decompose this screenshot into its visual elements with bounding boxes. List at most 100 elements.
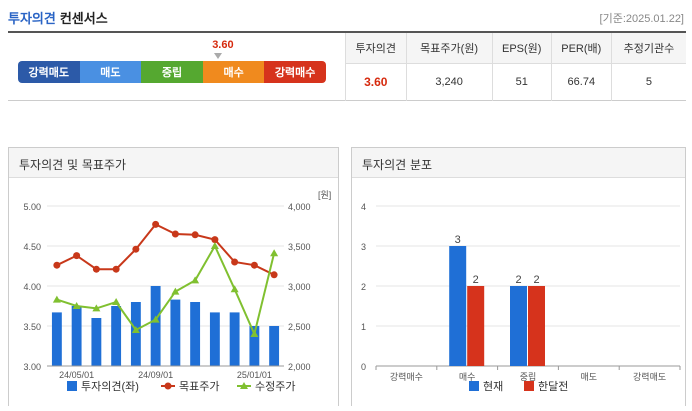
adjusted-price-point <box>52 295 61 303</box>
opinion-bar <box>170 299 181 366</box>
y-tick-label: 2 <box>361 282 366 292</box>
target-price-point <box>211 236 219 244</box>
current-bar <box>510 286 527 366</box>
y-tick-label: 0 <box>361 362 366 372</box>
opinion-bar <box>71 306 82 366</box>
adjusted-price-point <box>151 315 160 323</box>
opinion-header-4: 추정기관수 <box>610 33 686 64</box>
scale-item-0: 강력매도 <box>18 61 80 83</box>
right-axis-unit: [원] <box>318 190 331 200</box>
month-ago-bar <box>467 286 485 366</box>
header-divider <box>8 31 686 33</box>
target-price-point <box>53 261 61 269</box>
target-price-point <box>171 230 179 238</box>
y-tick-label: 4 <box>361 202 366 212</box>
target-price-point <box>152 220 160 228</box>
category-label: 강력매수 <box>390 371 423 382</box>
target-price-point <box>270 271 278 279</box>
scale-item-2: 중립 <box>141 61 203 83</box>
target-price-point <box>250 261 258 269</box>
chart-panel-opinion-target: 투자의견 및 목표주가 5.00 4,000 4.50 3,500 4.00 3,000 3… <box>8 147 339 406</box>
adjusted-price-point <box>210 242 219 249</box>
category-label: 매도 <box>581 372 598 382</box>
legend-label-adjusted: 수정주가 <box>255 380 295 393</box>
adjusted-price-point <box>230 285 239 293</box>
opinion-target-chart: 5.00 4,000 4.50 3,500 4.00 3,000 3.50 2,500 3.00… <box>23 190 331 393</box>
right-tick-label: 3,500 <box>288 242 311 252</box>
opinion-bar <box>91 318 102 366</box>
right-tick-label: 2,000 <box>288 362 311 372</box>
month-ago-bar <box>528 286 545 366</box>
target-price-point <box>112 265 120 273</box>
category-label: 강력매도 <box>633 371 666 382</box>
target-price-point <box>191 231 199 239</box>
bar-value-label: 2 <box>473 274 479 286</box>
category-label: 매수 <box>459 372 476 382</box>
opinion-bar <box>130 302 141 366</box>
title-main: 투자의견 <box>8 12 56 27</box>
opinion-bar <box>249 326 260 366</box>
opinion-scale: 강력매도 매도 중립 매수 강력매수 <box>18 61 326 83</box>
opinion-table: 투자의견 목표주가(원) EPS(원) PER(배) 추정기관수 3.60 3,240 51… <box>345 33 686 101</box>
target-price-line <box>56 223 275 276</box>
chart-panel-distribution: 투자의견 분포 4 3 2 1 0 강력매수 매수 3 2 중립 2 2 매도 강력매도 현재 한달전 <box>351 147 686 406</box>
adjusted-price-point <box>250 330 259 337</box>
adjusted-price-point <box>191 276 200 284</box>
left-tick-label: 3.00 <box>23 362 41 372</box>
legend-adjusted-marker <box>240 382 248 389</box>
legend-label-target: 목표주가 <box>179 380 219 393</box>
opinion-value-2: 51 <box>491 63 552 101</box>
scale-item-4: 강력매수 <box>264 61 326 83</box>
legend-label-opinion: 투자의견(좌) <box>81 380 139 393</box>
adjusted-price-point <box>72 302 81 309</box>
bar-value-label: 3 <box>455 234 461 246</box>
opinion-header-3: PER(배) <box>550 33 612 64</box>
opinion-marker-icon <box>214 53 223 59</box>
chart1-title: 투자의견 및 목표주가 <box>9 148 338 178</box>
right-tick-label: 2,500 <box>288 322 311 332</box>
target-price-point <box>231 258 239 266</box>
right-tick-label: 4,000 <box>288 202 311 212</box>
y-tick-label: 3 <box>361 242 366 252</box>
adjusted-price-point <box>92 304 101 312</box>
category-label: 중립 <box>520 372 537 382</box>
opinion-value-1: 3,240 <box>405 63 493 101</box>
legend-label-current: 현재 <box>483 380 503 393</box>
opinion-bar <box>150 286 161 366</box>
left-tick-label: 4.50 <box>23 242 41 252</box>
title-sub: 컨센서스 <box>59 12 108 27</box>
opinion-bar <box>209 312 220 366</box>
right-tick-label: 3,000 <box>288 282 311 292</box>
page-title: 투자의견 컨센서스 <box>8 8 108 27</box>
opinion-header-0: 투자의견 <box>345 33 407 64</box>
chart2-title: 투자의견 분포 <box>352 148 685 178</box>
left-tick-label: 4.00 <box>23 282 41 292</box>
scale-item-1: 매도 <box>79 61 142 83</box>
x-tick-label: 24/09/01 <box>138 370 173 380</box>
opinion-bar <box>269 326 280 366</box>
legend-target-marker <box>164 382 172 390</box>
adjusted-price-point <box>270 249 279 257</box>
legend-month-ago-swatch <box>524 381 534 391</box>
legend-label-month-ago: 한달전 <box>538 380 568 393</box>
reference-date: [기준:2025.01.22] <box>599 13 684 25</box>
x-tick-label: 24/05/01 <box>59 370 94 380</box>
opinion-value-4: 5 <box>610 63 686 101</box>
adjusted-price-point <box>112 298 121 305</box>
opinion-bar <box>111 306 122 366</box>
y-tick-label: 1 <box>361 322 366 332</box>
bar-value-label: 2 <box>515 274 521 286</box>
opinion-bar <box>51 312 62 366</box>
bar-value-label: 2 <box>533 274 539 286</box>
legend-current-swatch <box>469 381 479 391</box>
adjusted-price-point <box>131 326 140 333</box>
left-tick-label: 5.00 <box>23 202 41 212</box>
left-tick-label: 3.50 <box>23 322 41 332</box>
opinion-marker-value: 3.60 <box>212 39 234 51</box>
legend-bar-swatch <box>67 381 77 391</box>
target-price-point <box>73 252 81 260</box>
x-tick-label: 25/01/01 <box>237 370 272 380</box>
current-bar <box>449 246 467 366</box>
opinion-value-3: 66.74 <box>550 63 612 101</box>
adjusted-price-line <box>56 243 276 338</box>
